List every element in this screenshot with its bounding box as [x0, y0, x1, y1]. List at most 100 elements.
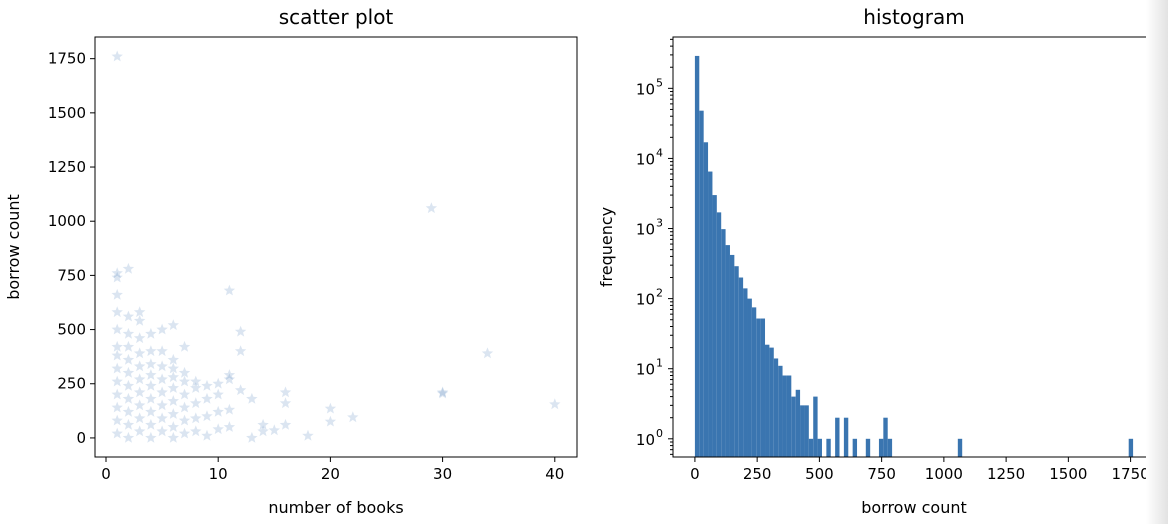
scatter-point: [178, 427, 191, 439]
histogram-bar: [747, 298, 752, 457]
histogram-bar: [773, 358, 779, 457]
scatter-y-tick-label: 1500: [48, 104, 86, 122]
scatter-point: [156, 386, 168, 398]
histogram-y-tick-label: 10: [636, 361, 655, 379]
scatter-point: [223, 373, 236, 385]
scatter-point: [257, 418, 269, 430]
scatter-point: [246, 392, 258, 404]
scatter-point: [111, 323, 123, 335]
histogram-bar: [708, 171, 713, 457]
scatter-point: [133, 373, 146, 385]
scatter-point: [212, 388, 224, 400]
scatter-point: [111, 340, 123, 352]
scatter-point: [133, 399, 146, 411]
histogram-bar: [703, 142, 709, 458]
scatter-point: [167, 319, 179, 331]
scatter-point: [167, 395, 179, 406]
scatter-point: [201, 429, 213, 441]
scatter-point: [178, 340, 191, 352]
histogram-bar: [865, 438, 871, 457]
scatter-point: [122, 262, 135, 274]
scatter-point: [167, 353, 179, 365]
histogram-x-tick-label: 250: [743, 465, 772, 483]
scatter-point: [111, 271, 123, 283]
scatter-point: [156, 323, 168, 335]
scatter-point: [122, 379, 135, 391]
scatter-point: [122, 366, 135, 378]
histogram-x-tick-label: 500: [805, 465, 834, 483]
scatter-point: [111, 50, 123, 62]
scatter-point: [190, 397, 202, 409]
scatter-point: [111, 362, 123, 374]
scatter-point: [178, 375, 191, 387]
histogram-bar: [725, 245, 730, 457]
scatter-y-tick-label: 1750: [48, 50, 86, 68]
scatter-point: [156, 399, 168, 411]
histogram-bar: [804, 405, 809, 457]
histogram-y-label: frequency: [597, 207, 616, 287]
scatter-point: [145, 405, 157, 417]
scatter-point: [145, 369, 157, 380]
histogram-bar: [835, 417, 840, 457]
histogram-bar: [756, 318, 761, 457]
histogram-y-tick-label: 10: [636, 291, 655, 309]
scatter-point: [279, 397, 292, 409]
scatter-point: [122, 431, 135, 443]
scatter-point: [324, 415, 337, 427]
scatter-point: [190, 412, 202, 424]
histogram-bar: [786, 375, 792, 457]
histogram-y-tick-label: 10: [636, 221, 655, 239]
histogram-y-tick-exponent: 0: [656, 427, 663, 440]
scatter-point: [111, 375, 123, 387]
scatter-x-tick-label: 30: [433, 465, 452, 483]
histogram-bar: [765, 344, 770, 457]
scatter-point: [178, 388, 191, 400]
scatter-y-label: borrow count: [4, 194, 23, 300]
scatter-x-label: number of books: [268, 498, 403, 517]
scatter-point: [133, 314, 146, 326]
scatter-point: [201, 410, 213, 422]
scatter-y-tick-label: 1250: [48, 158, 86, 176]
scatter-point: [223, 284, 236, 296]
histogram-x-tick-label: 1250: [987, 465, 1025, 483]
scatter-point: [111, 427, 123, 439]
scatter-points: [111, 50, 561, 443]
histogram-y-tick-exponent: 4: [656, 146, 663, 159]
scatter-x-axis: 0 10 20 30 40: [101, 457, 564, 483]
histogram-x-tick-label: 0: [690, 465, 700, 483]
histogram-bar: [883, 417, 888, 457]
scatter-point: [111, 267, 123, 279]
scatter-point: [111, 388, 123, 400]
scatter-point: [133, 386, 146, 398]
histogram-y-tick-label: 10: [636, 150, 655, 168]
histogram-bar: [1128, 438, 1134, 457]
scatter-y-tick-label: 750: [57, 266, 86, 284]
histogram-bar: [813, 396, 818, 457]
scatter-point: [133, 425, 146, 437]
histogram-y-tick-exponent: 5: [656, 76, 663, 89]
histogram-bar: [887, 438, 893, 457]
scatter-point: [347, 411, 359, 423]
histogram-bar: [729, 254, 735, 457]
scatter-point: [279, 418, 292, 430]
scatter-point: [223, 421, 236, 432]
scatter-point: [178, 401, 191, 413]
histogram-bar: [743, 288, 748, 457]
window-edge-shadow: [1146, 0, 1168, 524]
scatter-point: [145, 418, 157, 430]
scatter-point: [133, 412, 146, 424]
histogram-bar: [800, 405, 805, 457]
scatter-x-tick-label: 0: [101, 465, 111, 483]
histogram-bar: [808, 438, 814, 457]
scatter-point: [133, 332, 146, 344]
scatter-x-tick-label: 20: [321, 465, 340, 483]
scatter-point: [324, 402, 337, 414]
scatter-point: [111, 306, 123, 318]
scatter-point: [190, 382, 202, 393]
scatter-x-tick-label: 40: [545, 465, 564, 483]
scatter-point: [133, 347, 146, 359]
histogram-x-label: borrow count: [861, 498, 967, 517]
scatter-point: [212, 423, 224, 435]
scatter-y-tick-label: 1000: [48, 212, 86, 230]
